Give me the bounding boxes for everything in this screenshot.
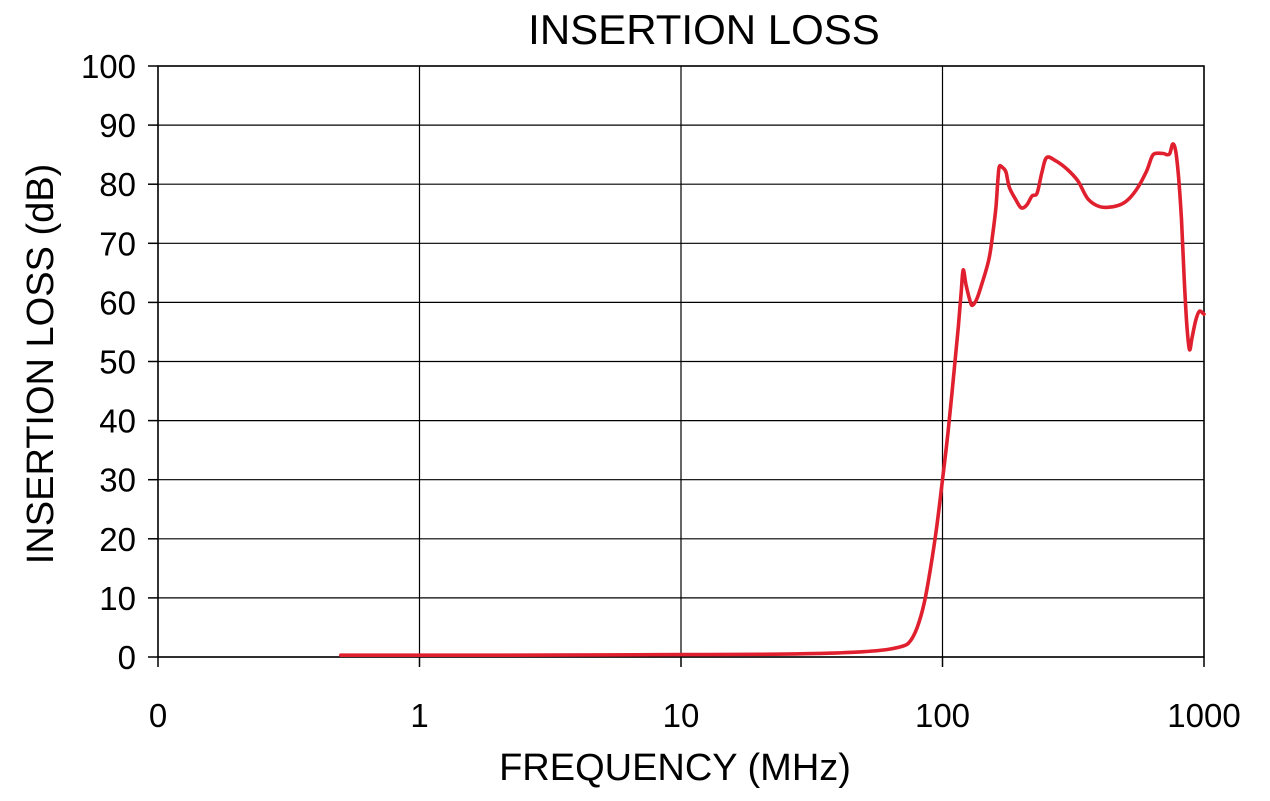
y-tick-label: 50 [99,344,136,381]
y-tick-label: 90 [99,107,136,144]
x-tick-label: 1 [410,697,428,734]
y-tick-label: 100 [81,48,136,85]
x-tick-label: 1000 [1167,697,1240,734]
y-tick-label: 70 [99,225,136,262]
y-tick-label: 0 [118,639,136,676]
x-tick-label: 10 [663,697,700,734]
insertion-loss-series-line [339,142,1206,658]
y-axis-label: INSERTION LOSS (dB) [20,164,62,565]
grid [157,65,1205,658]
y-tick-label: 10 [99,580,136,617]
y-tick-label: 20 [99,521,136,558]
y-tick-label: 60 [99,284,136,321]
chart-title: INSERTION LOSS [528,6,880,53]
y-tick-label: 80 [99,166,136,203]
series-layer [339,142,1206,658]
x-tick-label: 0 [149,697,167,734]
y-tick-label: 40 [99,403,136,440]
y-tick-label: 30 [99,462,136,499]
x-tick-label: 100 [915,697,970,734]
x-axis-label: FREQUENCY (MHz) [499,747,851,789]
